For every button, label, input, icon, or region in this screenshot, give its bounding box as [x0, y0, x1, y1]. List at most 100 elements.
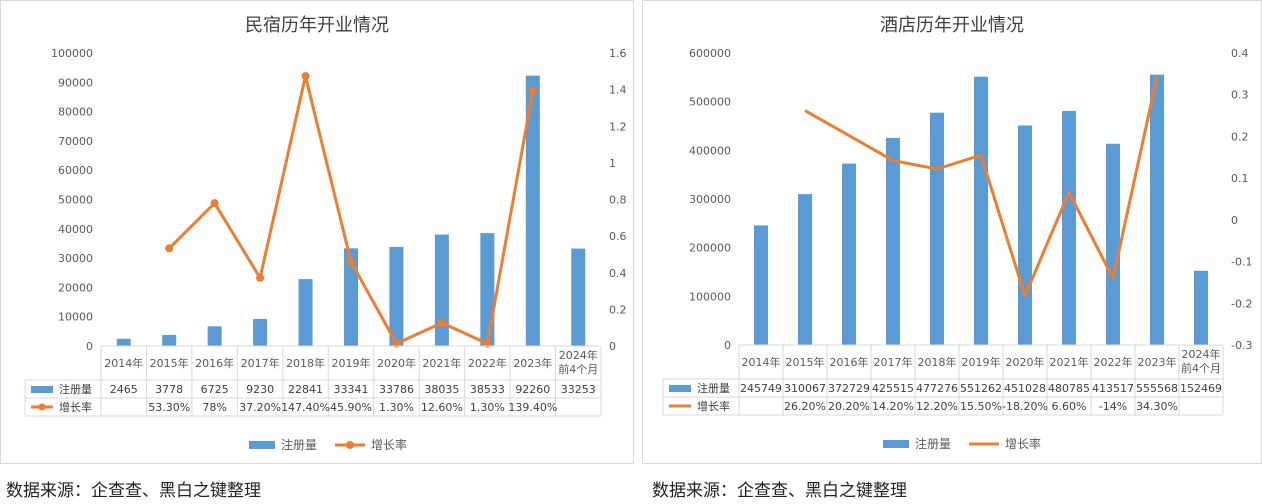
table-cell-value: 245749: [740, 382, 782, 395]
minsu-chart-panel: 民宿历年开业情况 0 10000 20000 30000 40000 50000 60000…: [0, 0, 634, 464]
y-right-tick-label: -0.3: [1231, 339, 1252, 352]
growth-rate-point: [528, 86, 537, 95]
x-tick-label: 2024年: [559, 348, 598, 362]
y-right-tick-label: -0.2: [1231, 297, 1252, 310]
x-tick-label: 2021年: [1050, 355, 1089, 369]
y-right-tick-label: 0.1: [1231, 172, 1249, 185]
table-cell-value: 33253: [561, 383, 596, 396]
table-cell-value: 33786: [379, 383, 414, 396]
table-cell-value: 22841: [288, 383, 323, 396]
chart-title: 酒店历年开业情况: [880, 15, 1024, 36]
y-left-tick-label: 20000: [58, 281, 93, 294]
table-cell-value: 3778: [155, 383, 183, 396]
table-key-marker: [38, 403, 46, 411]
x-tick-label: 2023年: [1138, 355, 1177, 369]
y-left-tick-label: 100000: [689, 290, 731, 303]
bar: [1106, 143, 1120, 345]
data-source-note: 数据来源：企查查、黑白之键整理: [652, 481, 907, 501]
x-tick-label: 2018年: [918, 355, 957, 369]
y-right-tick-label: 0: [609, 340, 616, 353]
bar: [571, 248, 586, 346]
y-left-tick-label: 30000: [58, 252, 93, 265]
bar: [434, 234, 449, 346]
table-cell-value: 2465: [110, 383, 138, 396]
y-left-tick-label: 600000: [689, 47, 731, 60]
table-cell-value: 33341: [334, 383, 369, 396]
y-right-tick-label: 1: [609, 157, 616, 170]
growth-rate-point: [210, 199, 219, 208]
y-left-tick-label: 500000: [689, 96, 731, 109]
table-cell-value: 372729: [828, 382, 870, 395]
bar: [886, 137, 900, 345]
table-cell-value: 53.30%: [148, 401, 190, 414]
bar: [1150, 74, 1164, 346]
x-tick-label: 2020年: [1006, 355, 1045, 369]
x-tick-label: 2016年: [830, 355, 869, 369]
y-left-tick-label: 70000: [58, 135, 93, 148]
table-cell-value: 451028: [1004, 382, 1046, 395]
growth-rate-point: [437, 318, 446, 327]
table-cell-value: 1.30%: [379, 401, 414, 414]
bar: [798, 194, 812, 345]
growth-rate-point: [165, 244, 174, 253]
x-tick-label: 2020年: [377, 356, 416, 370]
growth-rate-point: [256, 273, 265, 282]
y-left-tick-label: 0: [86, 340, 93, 353]
table-cell-value: -18.20%: [1002, 400, 1048, 413]
y-left-tick-label: 10000: [58, 311, 93, 324]
x-tick-label: 2018年: [286, 356, 325, 370]
table-cell-value: 413517: [1092, 382, 1134, 395]
legend-bar-swatch: [249, 441, 275, 449]
bar: [974, 76, 988, 345]
y-left-tick-label: 400000: [689, 144, 731, 157]
y-left-tick-label: 60000: [58, 164, 93, 177]
x-tick-label: 2022年: [468, 356, 507, 370]
table-cell-value: 555568: [1136, 382, 1178, 395]
growth-rate-point: [347, 257, 355, 266]
x-tick-label: 2022年: [1094, 355, 1133, 369]
y-left-tick-label: 100000: [51, 47, 93, 60]
legend-bar-swatch: [883, 440, 909, 448]
bar: [207, 326, 222, 346]
table-row-label: 注册量: [697, 381, 730, 395]
x-tick-label: 2023年: [513, 356, 552, 370]
table-row-label: 增长率: [59, 400, 92, 414]
table-cell-value: 15.50%: [960, 400, 1002, 413]
x-tick-label: 2014年: [742, 355, 781, 369]
bar: [1062, 111, 1076, 345]
x-tick-label: 前4个月: [1181, 361, 1221, 375]
hotel-chart-svg: 0 100000 200000 300000 400000 500000 600000 -0.…: [662, 47, 1252, 451]
y-right-tick-label: 0.4: [609, 267, 627, 280]
growth-rate-line: [804, 76, 1159, 298]
x-tick-label: 2024年: [1182, 347, 1221, 361]
table-cell-value: 38035: [424, 383, 459, 396]
bar: [930, 112, 944, 345]
y-right-tick-label: 1.4: [609, 84, 627, 97]
bar: [1018, 125, 1032, 345]
bar: [842, 163, 856, 345]
table-cell-value: 1.30%: [470, 401, 505, 414]
table-cell-value: 14.20%: [872, 400, 914, 413]
legend-label: 增长率: [1005, 436, 1041, 451]
table-cell-value: 45.90%: [330, 401, 372, 414]
y-right-tick-label: -0.1: [1231, 256, 1252, 269]
y-left-tick-label: 40000: [58, 223, 93, 236]
table-cell-value: 26.20%: [784, 400, 826, 413]
y-right-tick-label: 0.4: [1231, 47, 1249, 60]
x-tick-label: 2015年: [150, 356, 189, 370]
table-cell-value: 9230: [246, 383, 274, 396]
table-cell-value: 480785: [1048, 382, 1090, 395]
x-tick-label: 2019年: [332, 356, 371, 370]
table-cell-value: 12.20%: [916, 400, 958, 413]
y-right-tick-label: 0.8: [609, 194, 627, 207]
table-cell-value: 152469: [1180, 382, 1222, 395]
y-right-tick-label: 0.6: [609, 230, 627, 243]
table-cell-value: 147.40%: [281, 401, 330, 414]
legend-label: 注册量: [281, 437, 317, 452]
table-cell-value: 310067: [784, 382, 826, 395]
table-cell-value: 6.60%: [1052, 400, 1087, 413]
minsu-chart-svg: 0 10000 20000 30000 40000 50000 60000 70000 8000…: [24, 47, 627, 452]
y-right-tick-label: 0.2: [609, 303, 627, 316]
y-right-tick-label: 1.2: [609, 120, 627, 133]
table-cell-value: 12.60%: [421, 401, 463, 414]
